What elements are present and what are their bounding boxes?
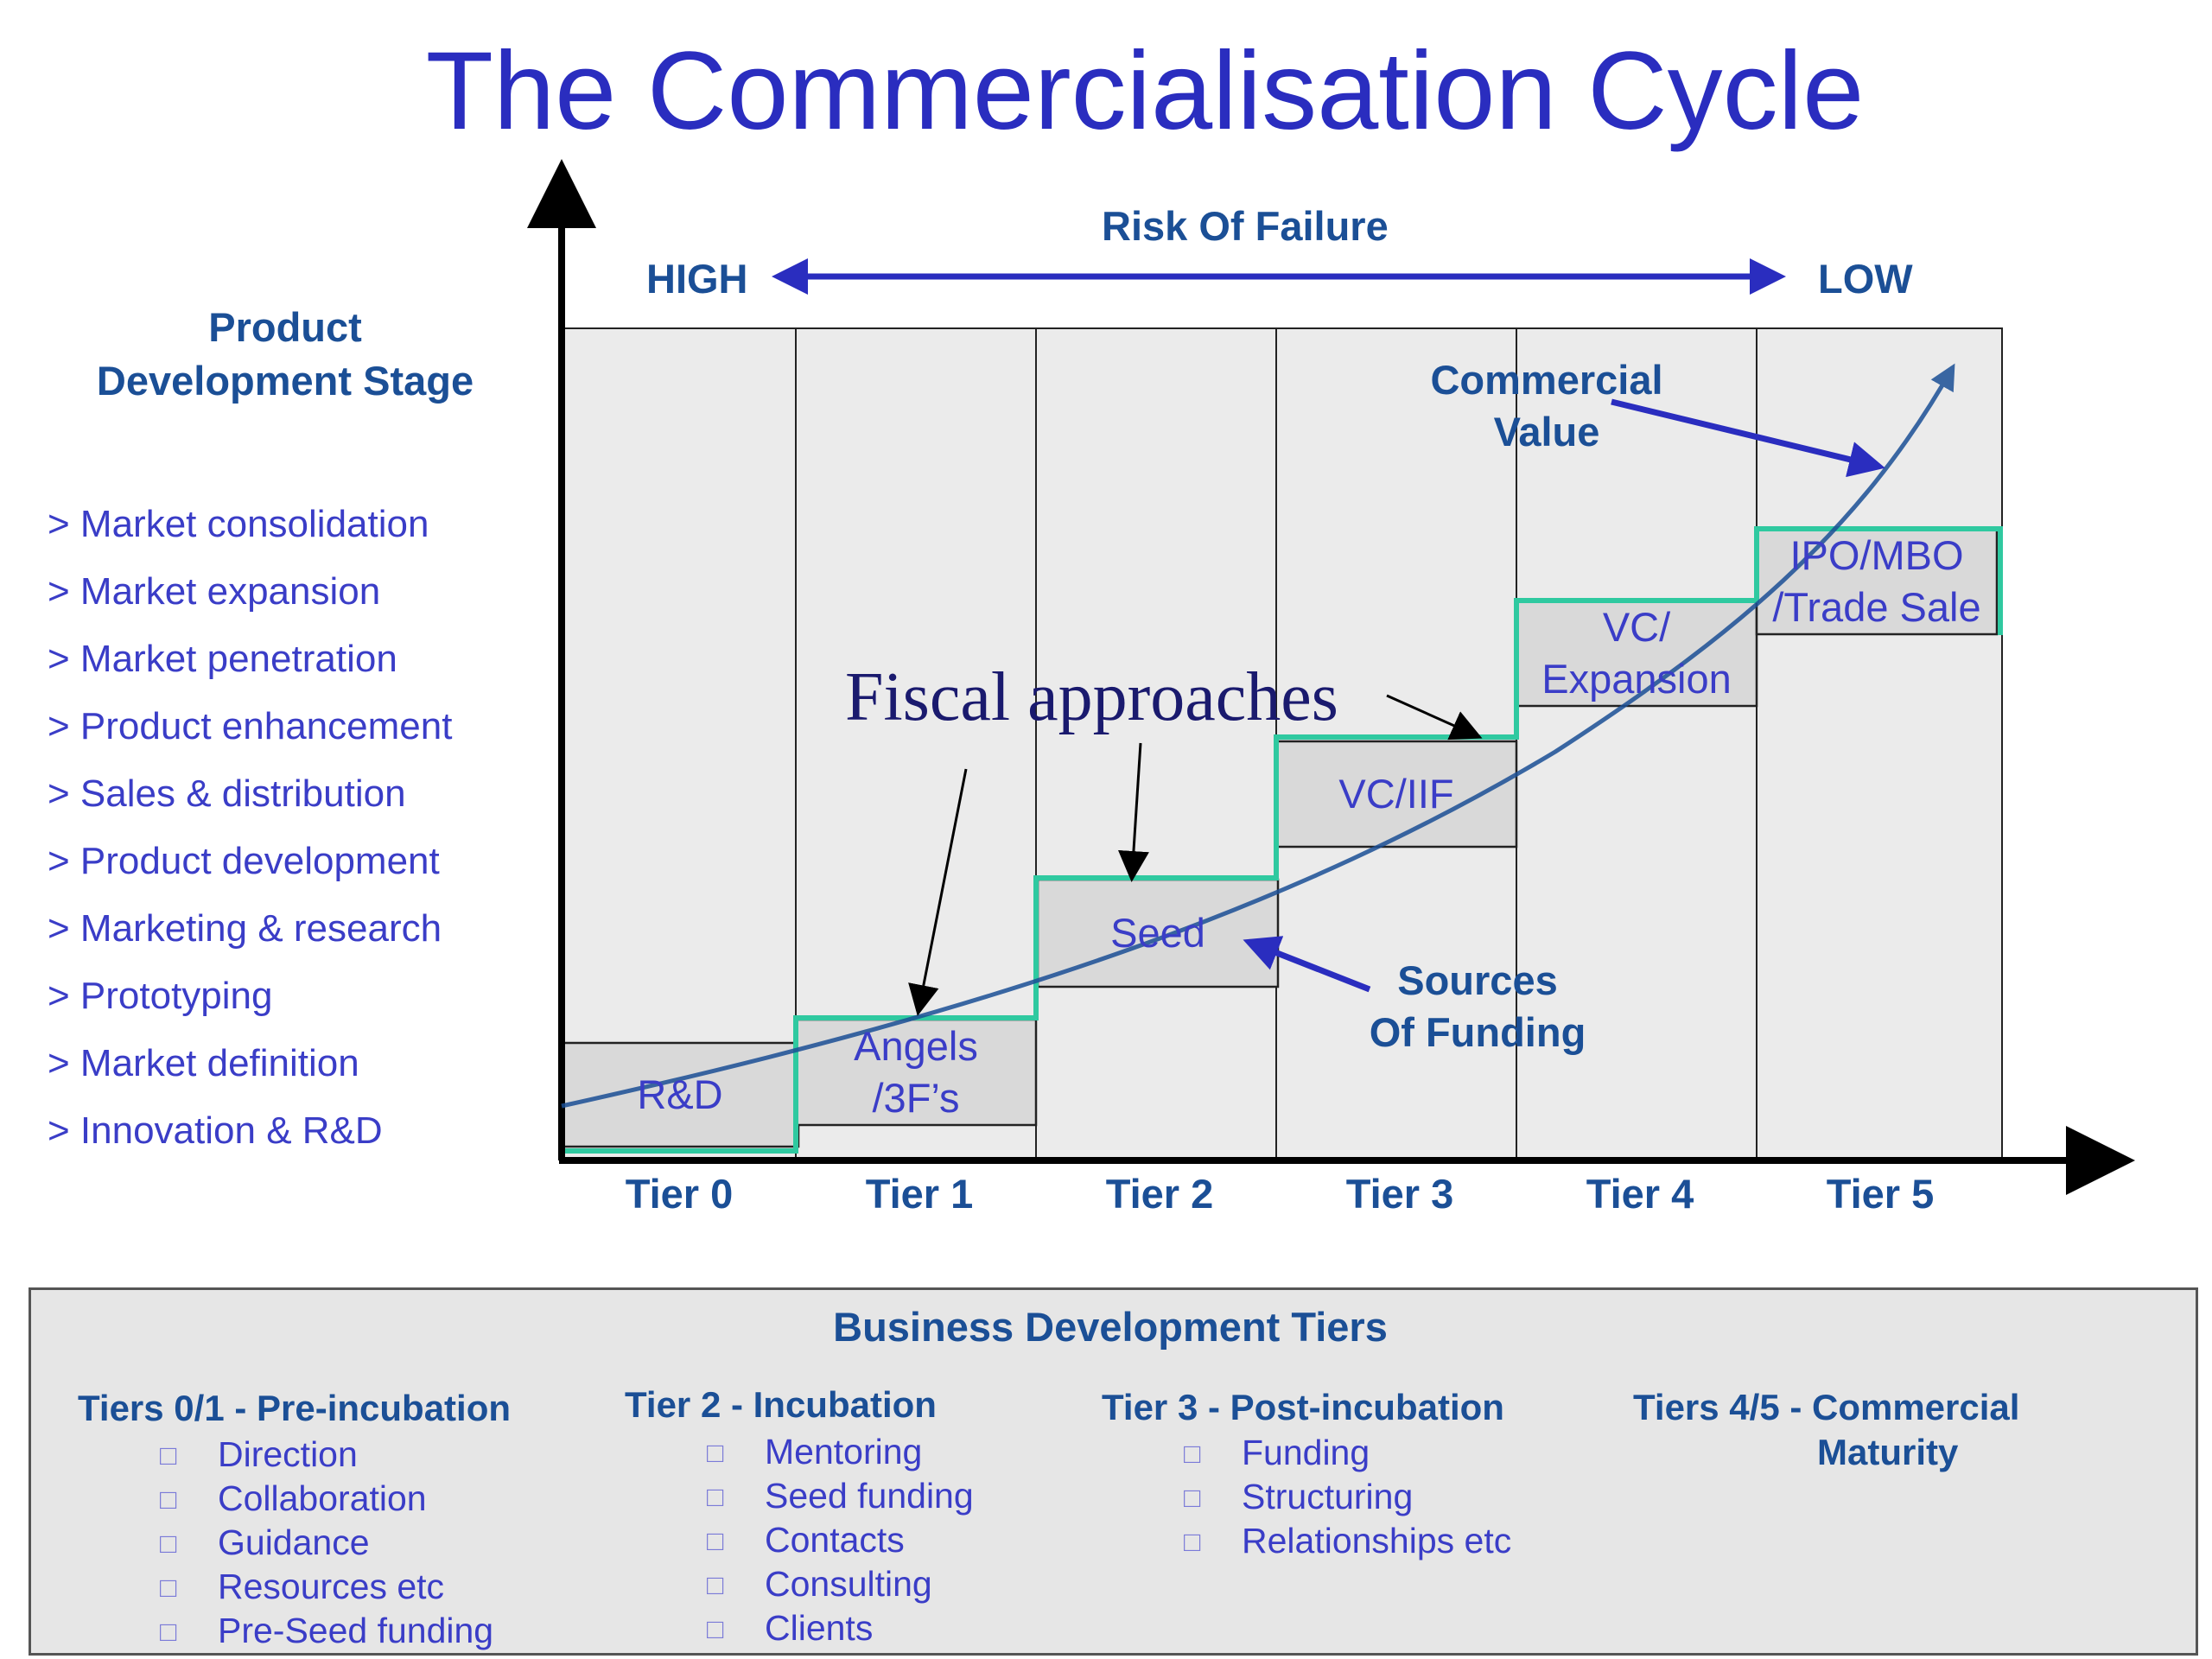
step-vc-expansion-line-2: Expansion (1541, 656, 1732, 702)
bdt-item: Seed funding (765, 1476, 974, 1516)
stage-item: > Sales & distribution (48, 772, 406, 815)
stage-item: > Prototyping (48, 975, 273, 1017)
step-vc-iif-line-1: VC/IIF (1338, 771, 1454, 817)
step-seed: Seed (1038, 880, 1278, 987)
bdt-column-head: Tiers 4/5 - Commercial Maturity (1633, 1385, 2152, 1475)
bullet-icon: □ (160, 1484, 177, 1515)
bdt-item: Structuring (1242, 1477, 1414, 1516)
bdt-item: Consulting (765, 1564, 932, 1604)
tier-label: Tier 3 (1345, 1171, 1454, 1217)
stage-item: > Product development (48, 840, 440, 882)
bullet-icon: □ (160, 1572, 177, 1603)
fiscal-pointer-1 (908, 768, 968, 1016)
step-seed-line-1: Seed (1110, 910, 1205, 956)
stage-item: > Market penetration (48, 638, 397, 680)
bdt-item: Resources etc (218, 1567, 445, 1606)
bullet-icon: □ (160, 1528, 177, 1559)
bullet-icon: □ (1184, 1482, 1201, 1513)
sources-of-funding-label: Sources Of Funding (1357, 955, 1599, 1058)
bdt-item: Clients (765, 1608, 874, 1648)
step-ipo-line-2: /Trade Sale (1772, 584, 1981, 630)
low-risk-label: LOW (1818, 256, 1913, 302)
step-ipo-line-1: IPO/MBO (1789, 532, 1964, 578)
bdt-column-head: Tiers 0/1 - Pre-incubation (78, 1388, 512, 1428)
step-vc-expansion-line-1: VC/ (1602, 604, 1671, 650)
bdt-column-head: Tier 3 - Post-incubation (1102, 1387, 1504, 1427)
product-development-stage-title: Product Development Stage (69, 301, 501, 408)
commercial-value-line-2: Value (1493, 409, 1600, 454)
bdt-item: Direction (218, 1434, 358, 1474)
commercial-value-curve (561, 363, 1955, 1109)
step-angels-line-1: Angels (854, 1023, 978, 1069)
tier-label: Tier 1 (865, 1171, 974, 1217)
pds-title-line-1: Product (208, 304, 362, 350)
high-risk-label: HIGH (646, 256, 748, 302)
fiscal-pointer-2 (1117, 742, 1149, 882)
bullet-icon: □ (707, 1481, 724, 1512)
bullet-icon: □ (707, 1437, 724, 1468)
tier-label: Tier 0 (625, 1171, 734, 1217)
bdt-column-head: Tier 2 - Incubation (625, 1384, 937, 1425)
bdt-column-4-head-line-2: Maturity (1817, 1432, 1959, 1472)
fiscal-approaches-label: Fiscal approaches (845, 659, 1338, 735)
bullet-icon: □ (707, 1525, 724, 1556)
bdt-item: Collaboration (218, 1478, 427, 1518)
business-development-tiers-title: Business Development Tiers (833, 1304, 1388, 1350)
step-angels-line-2: /3F’s (872, 1075, 960, 1121)
bullet-icon: □ (1184, 1438, 1201, 1469)
risk-of-failure-label: Risk Of Failure (1102, 203, 1389, 249)
bdt-item: Pre-Seed funding (218, 1611, 494, 1650)
stage-item: > Product enhancement (48, 705, 453, 747)
bullet-icon: □ (707, 1613, 724, 1644)
business-development-tiers-panel (29, 1287, 2198, 1656)
bullet-icon: □ (1184, 1526, 1201, 1557)
bdt-item: Relationships etc (1242, 1521, 1512, 1560)
bullet-icon: □ (160, 1440, 177, 1471)
stage-item: > Market consolidation (48, 503, 429, 545)
bdt-item: Contacts (765, 1520, 905, 1560)
commercial-value-line-1: Commercial (1430, 357, 1663, 403)
step-rd-line-1: R&D (637, 1071, 723, 1117)
bullet-icon: □ (707, 1569, 724, 1600)
sources-of-funding-line-1: Sources (1397, 957, 1558, 1003)
sources-of-funding-pointer (1243, 936, 1371, 993)
bdt-item: Guidance (218, 1522, 370, 1562)
sources-of-funding-line-2: Of Funding (1369, 1009, 1586, 1055)
tier-label: Tier 5 (1826, 1171, 1935, 1217)
stage-item: > Market expansion (48, 570, 381, 613)
pds-title-line-2: Development Stage (96, 358, 474, 404)
step-vc-iif: VC/IIF (1276, 741, 1516, 847)
step-ipo: IPO/MBO/Trade Sale (1757, 529, 1997, 634)
bdt-column-4-head-line-1: Tiers 4/5 - Commercial (1633, 1387, 2020, 1427)
step-rd: R&D (562, 1043, 798, 1147)
commercial-value-label: Commercial Value (1417, 354, 1676, 458)
stage-item: > Marketing & research (48, 907, 442, 950)
tier-label: Tier 4 (1586, 1171, 1694, 1217)
stage-item: > Market definition (48, 1042, 359, 1084)
funding-step-line (562, 526, 2003, 1154)
tier-label: Tier 2 (1105, 1171, 1214, 1217)
fiscal-pointer-3 (1386, 694, 1483, 741)
bdt-item: Mentoring (765, 1432, 923, 1471)
step-vc-expansion: VC/Expansion (1516, 601, 1757, 706)
stage-item: > Innovation & R&D (48, 1109, 383, 1152)
step-angels: Angels/3F’s (796, 1020, 1036, 1125)
commercial-value-pointer (1611, 398, 1885, 478)
page-title: The Commercialisation Cycle (425, 29, 1865, 153)
bullet-icon: □ (160, 1616, 177, 1647)
bdt-item: Funding (1242, 1433, 1370, 1472)
